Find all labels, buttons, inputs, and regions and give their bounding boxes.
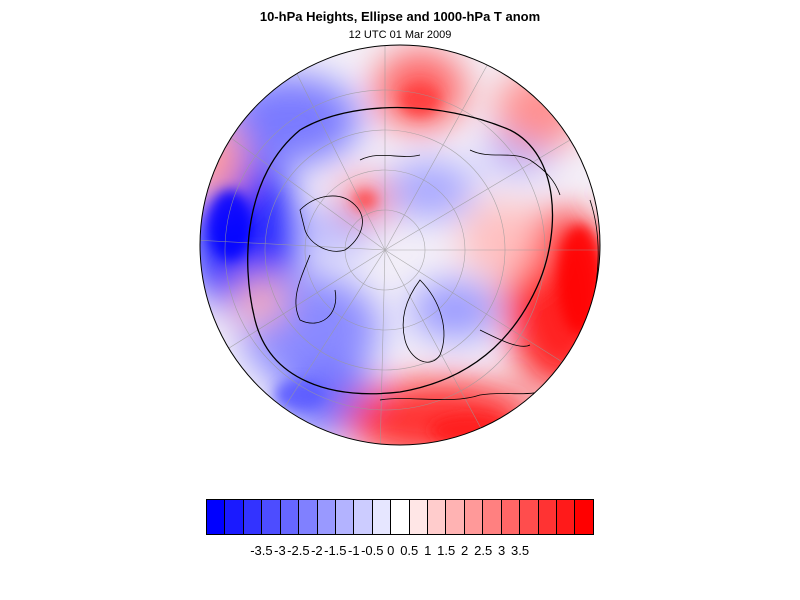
colorbar-cell bbox=[428, 500, 447, 534]
colorbar-label: -2 bbox=[311, 543, 323, 558]
colorbar-cell bbox=[391, 500, 410, 534]
colorbar-cell bbox=[372, 500, 392, 534]
globe-outline bbox=[199, 44, 601, 446]
colorbar-label: -1.5 bbox=[324, 543, 347, 558]
ellipse-contour bbox=[247, 106, 554, 395]
colorbar-label: 2.5 bbox=[474, 543, 493, 558]
colorbar-cell bbox=[280, 500, 300, 534]
colorbar-cell bbox=[299, 500, 318, 534]
colorbar-label: -3 bbox=[274, 543, 286, 558]
colorbar-cell bbox=[520, 500, 539, 534]
colorbar-label: 3.5 bbox=[511, 543, 530, 558]
colorbar-cell bbox=[446, 500, 465, 534]
colorbar-label: 2 bbox=[461, 543, 469, 558]
coastlines bbox=[295, 149, 599, 401]
colorbar-label: 1 bbox=[424, 543, 432, 558]
colorbar-cell bbox=[262, 500, 281, 534]
colorbar-cell bbox=[575, 500, 593, 534]
colorbar-cell bbox=[483, 500, 502, 534]
colorbar-cell bbox=[464, 500, 484, 534]
colorbar-label: -0.5 bbox=[361, 543, 384, 558]
colorbar-label: -1 bbox=[348, 543, 360, 558]
colorbar-cell bbox=[557, 500, 576, 534]
colorbar-cell bbox=[354, 500, 373, 534]
map-subtitle: 12 UTC 01 Mar 2009 bbox=[348, 29, 452, 41]
colorbar-label: 0 bbox=[387, 543, 395, 558]
colorbar-label: -2.5 bbox=[287, 543, 310, 558]
colorbar-cell bbox=[207, 500, 226, 534]
colorbar-cell bbox=[538, 500, 558, 534]
colorbar-label: 1.5 bbox=[437, 543, 456, 558]
colorbar-cell bbox=[243, 500, 263, 534]
colorbar-label: -3.5 bbox=[250, 543, 273, 558]
map-title: 10-hPa Heights, Ellipse and 1000-hPa T a… bbox=[259, 9, 541, 24]
colorbar bbox=[206, 499, 594, 535]
colorbar-cell bbox=[335, 500, 355, 534]
anomaly-detail bbox=[208, 84, 600, 445]
colorbar-cell bbox=[225, 500, 244, 534]
colorbar-cell bbox=[317, 500, 336, 534]
colorbar-cell bbox=[501, 500, 521, 534]
colorbar-label: 3 bbox=[497, 543, 506, 558]
colorbar-label: 0.5 bbox=[400, 543, 419, 558]
colorbar-labels: -3.5 -3 -2.5 -2 -1.5 -1 -0.5 0 0.5 1 1.5 2 2.5 3 3.5 bbox=[206, 543, 594, 559]
colorbar-cell bbox=[409, 500, 429, 534]
